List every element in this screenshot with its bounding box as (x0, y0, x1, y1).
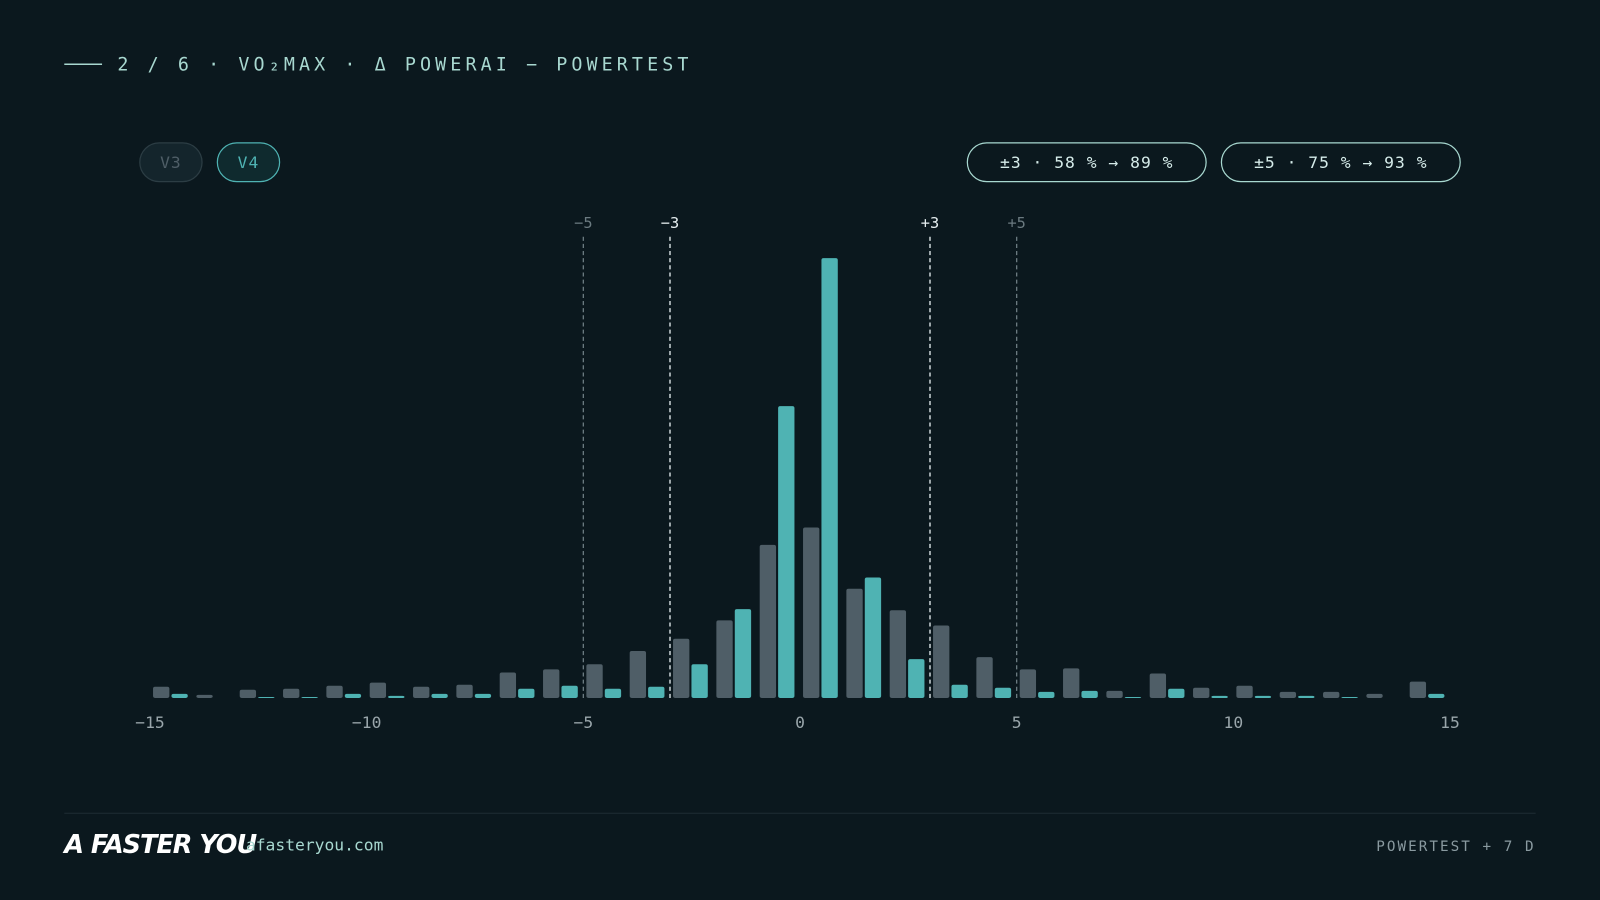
bar (1211, 695, 1228, 698)
bar (1168, 688, 1185, 698)
badge-text: ±5 · 75 % → 93 % (1254, 153, 1427, 172)
x-tick-label: 10 (1224, 713, 1244, 732)
bar (976, 657, 993, 698)
bar (474, 693, 492, 698)
legend-pill[interactable] (139, 142, 203, 183)
x-tick-label: 15 (1440, 713, 1460, 732)
legend-label[interactable]: V4 (238, 153, 260, 172)
bar (413, 686, 430, 698)
bar (1254, 695, 1272, 698)
bar (1038, 691, 1055, 698)
badge (1220, 142, 1461, 183)
bar (673, 638, 690, 698)
bar (499, 672, 517, 698)
bar (561, 685, 578, 698)
bar (951, 684, 968, 698)
badge (966, 142, 1207, 183)
bar (1019, 669, 1037, 698)
bar (908, 659, 925, 698)
bar (1341, 696, 1358, 698)
x-tick-label: −10 (352, 713, 381, 732)
x-tick-label: −5 (574, 713, 594, 732)
bar (196, 694, 213, 698)
bar (1106, 690, 1123, 698)
bar (171, 693, 188, 698)
legend-pill[interactable] (216, 142, 281, 183)
bar (778, 406, 795, 698)
bar (586, 664, 603, 698)
bar (691, 664, 708, 698)
bar (1124, 696, 1142, 698)
footnote: POWERTEST + 7 D (1376, 839, 1535, 855)
bar (1149, 673, 1167, 698)
bar (864, 577, 882, 698)
bar (803, 527, 820, 698)
reference-label: −5 (574, 214, 592, 232)
bar (933, 625, 950, 698)
bar (283, 688, 300, 698)
chart-title: 2 / 6 · VO₂MAX · Δ POWERAI − POWERTEST (117, 54, 692, 75)
bar (759, 544, 777, 698)
bar (1081, 690, 1098, 698)
brand: A FASTER YOU (62, 830, 257, 860)
url: afasteryou.com (246, 835, 384, 854)
bar (344, 693, 362, 698)
bar (153, 686, 170, 698)
bar (1063, 668, 1080, 698)
bar (456, 684, 473, 698)
reference-label: −3 (661, 214, 679, 232)
bar (1428, 693, 1445, 698)
bar (1236, 685, 1253, 698)
bar (239, 689, 257, 698)
reference-label: +3 (921, 214, 939, 232)
badge-text: ±3 · 58 % → 89 % (1000, 153, 1173, 172)
bar (889, 610, 907, 698)
bar (604, 688, 622, 698)
bar (716, 620, 733, 698)
bar (388, 695, 405, 698)
bar (821, 258, 838, 698)
bar (1409, 681, 1427, 698)
bar (846, 588, 863, 698)
bar (734, 609, 752, 698)
bar (1279, 691, 1297, 698)
bar (258, 696, 275, 698)
x-tick-label: −15 (135, 713, 164, 732)
bar (369, 682, 387, 698)
bar (543, 669, 560, 698)
bar (1193, 687, 1210, 698)
bar (326, 685, 343, 698)
bar (994, 687, 1012, 698)
reference-label: +5 (1007, 214, 1025, 232)
x-tick-label: 0 (795, 713, 805, 732)
legend-label[interactable]: V3 (160, 153, 182, 172)
bar (431, 693, 448, 698)
bar (1298, 695, 1315, 698)
x-tick-label: 5 (1012, 713, 1022, 732)
bar (1366, 693, 1383, 698)
bar (1323, 691, 1340, 698)
bar (518, 688, 535, 698)
bar (648, 686, 665, 698)
bar (629, 651, 647, 698)
bar (301, 696, 318, 698)
